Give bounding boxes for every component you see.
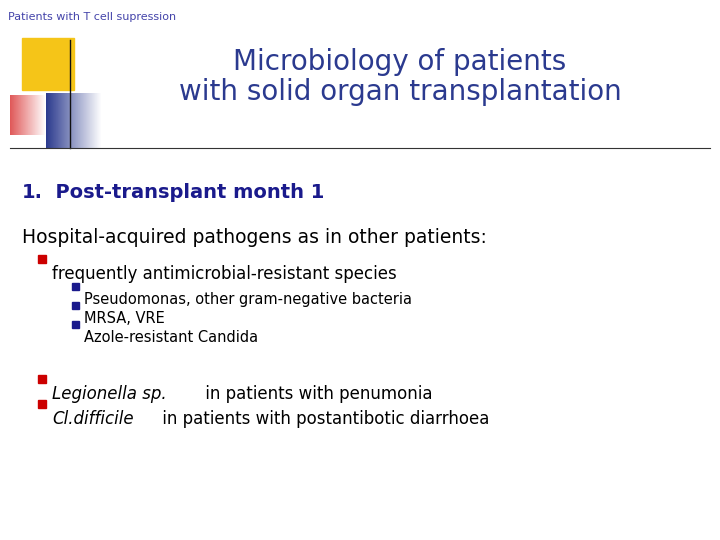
Text: with solid organ transplantation: with solid organ transplantation xyxy=(179,78,621,106)
Bar xyxy=(38,375,46,383)
Text: in patients with penumonia: in patients with penumonia xyxy=(200,385,433,403)
Text: Post-transplant month 1: Post-transplant month 1 xyxy=(42,183,325,202)
Bar xyxy=(72,321,79,328)
Bar xyxy=(22,38,74,90)
Bar xyxy=(38,400,46,408)
Text: 1.: 1. xyxy=(22,183,43,202)
Text: Cl.difficile: Cl.difficile xyxy=(52,410,134,428)
Bar xyxy=(72,302,79,309)
Text: Microbiology of patients: Microbiology of patients xyxy=(233,48,567,76)
Bar xyxy=(38,255,46,263)
Text: Hospital-acquired pathogens as in other patients:: Hospital-acquired pathogens as in other … xyxy=(22,228,487,247)
Text: Legionella sp.: Legionella sp. xyxy=(52,385,166,403)
Bar xyxy=(72,283,79,290)
Text: Azole-resistant Candida: Azole-resistant Candida xyxy=(84,330,258,345)
Text: Patients with T cell supression: Patients with T cell supression xyxy=(8,12,176,22)
Text: Pseudomonas, other gram-negative bacteria: Pseudomonas, other gram-negative bacteri… xyxy=(84,292,412,307)
Text: frequently antimicrobial-resistant species: frequently antimicrobial-resistant speci… xyxy=(52,265,397,283)
Text: MRSA, VRE: MRSA, VRE xyxy=(84,311,165,326)
Text: in patients with postantibotic diarrhoea: in patients with postantibotic diarrhoea xyxy=(158,410,490,428)
